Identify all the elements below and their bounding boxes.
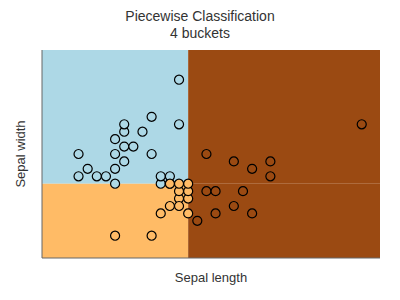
html-text:4 buckets: 4 buckets xyxy=(170,25,230,41)
svg-text:Sepal width: Sepal width xyxy=(13,120,28,187)
html-text:Piecewise Classification: Piecewise Classification xyxy=(125,8,275,24)
svg-text:Sepal length: Sepal length xyxy=(175,270,247,285)
